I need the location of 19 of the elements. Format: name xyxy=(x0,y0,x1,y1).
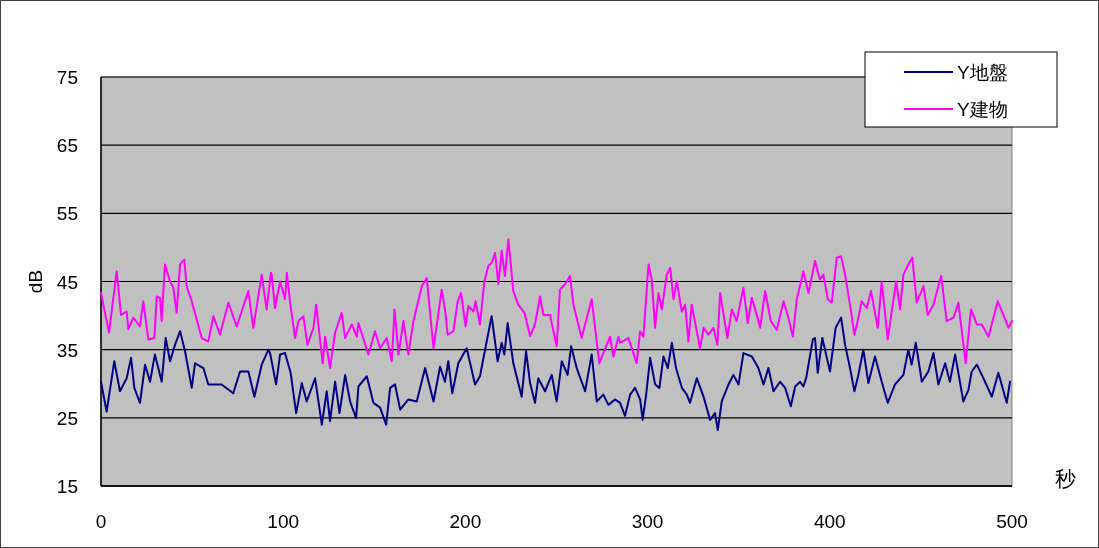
x-tick-label: 300 xyxy=(631,511,664,532)
y-tick-label: 45 xyxy=(56,271,78,293)
y-tick-label: 35 xyxy=(56,339,78,361)
x-tick-label: 200 xyxy=(449,511,482,532)
x-axis-title: 秒 xyxy=(1054,467,1076,490)
legend-label: Y建物 xyxy=(957,99,1008,120)
y-tick-label: 55 xyxy=(56,203,78,225)
line-series xyxy=(100,238,1013,370)
y-tick-label: 25 xyxy=(56,407,78,429)
line-series xyxy=(100,315,1011,432)
x-tick-label: 100 xyxy=(267,511,300,532)
y-tick-label: 75 xyxy=(56,67,78,88)
x-tick-label: 400 xyxy=(813,511,846,532)
legend-label: Y地盤 xyxy=(957,62,1008,83)
x-tick-label: 500 xyxy=(996,511,1028,532)
y-tick-label: 15 xyxy=(56,476,78,497)
y-tick-label: 65 xyxy=(56,135,78,157)
y-axis-title: dB xyxy=(25,269,46,294)
x-tick-label: 0 xyxy=(95,511,107,532)
